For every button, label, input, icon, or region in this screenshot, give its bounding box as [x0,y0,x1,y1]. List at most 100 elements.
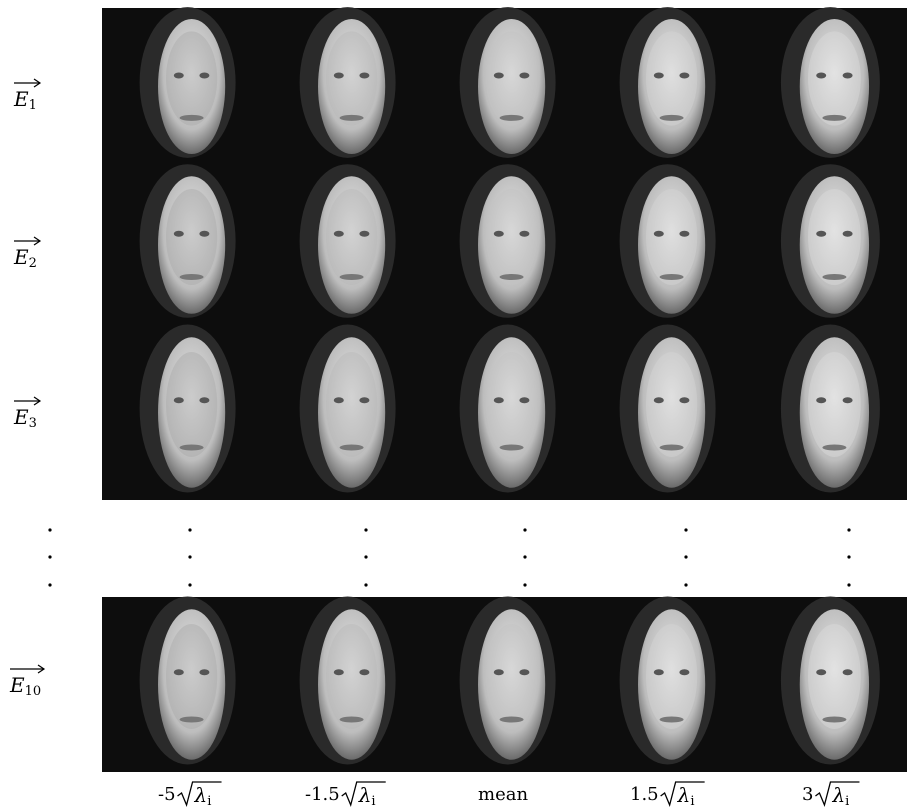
face-tone [166,31,217,125]
column-label-coefficient: -5 [158,784,176,805]
mouth [822,445,846,451]
face-image [582,164,742,325]
radicand-letter: λ [358,783,372,807]
face-tone [646,189,697,285]
face-tone [486,352,537,457]
eye [519,669,529,675]
face-tone [646,624,697,729]
eye [174,231,184,237]
ellipsis-dot [847,555,850,558]
eye [654,669,664,675]
eye [843,397,853,403]
eye [199,73,209,79]
ellipsis-dot [48,555,51,558]
face-image [422,7,582,165]
column-label-coefficient: 1.5 [630,784,659,805]
row-label: E10 [9,673,41,699]
column-label-coefficient: 3 [802,784,813,805]
face-image [422,164,582,325]
eye [359,397,369,403]
face-image [102,164,262,325]
eye [843,73,853,79]
ellipsis-dot [847,528,850,531]
radicand-subscript: i [690,794,694,809]
ellipsis-dot [364,528,367,531]
face-tone [646,31,697,125]
row-label: E3 [13,405,37,431]
row-label: E2 [13,245,37,271]
eye [174,397,184,403]
eye [679,231,689,237]
face-tone [326,189,377,285]
eye [334,397,344,403]
radicand-letter: λ [194,783,208,807]
eye [334,73,344,79]
mouth [340,115,364,121]
ellipsis-dot [847,583,850,586]
ellipsis-dot [523,528,526,531]
face-tone [646,352,697,457]
ellipsis-dot [188,528,191,531]
ellipsis-dot [684,555,687,558]
column-label-radicand: λi [677,783,695,809]
radicand-letter: λ [677,783,691,807]
face-image [262,7,422,165]
face-tone [326,31,377,125]
row-label-letter: E [13,245,29,269]
eye [679,397,689,403]
mouth [500,445,524,451]
face-tone [326,624,377,729]
eye [679,669,689,675]
ellipsis-dot [48,528,51,531]
face-image [582,7,742,165]
mouth [660,717,684,723]
ellipsis-dot [188,583,191,586]
mouth [660,115,684,121]
eye [359,231,369,237]
face-image [582,325,742,501]
ellipsis-dot [523,583,526,586]
eye [519,231,529,237]
face-tone [808,189,861,285]
ellipsis-dot [364,555,367,558]
face-tone [326,352,377,457]
face-image [422,597,582,773]
face-tone [808,31,861,125]
face-tone [166,352,217,457]
mouth [660,445,684,451]
row-label-subscript: 1 [29,98,37,113]
eye [334,231,344,237]
mouth [340,445,364,451]
radicand-subscript: i [207,794,211,809]
eye [199,397,209,403]
row-label-subscript: 3 [29,416,37,431]
face-image [742,325,907,501]
face-tone [486,624,537,729]
eye [494,669,504,675]
eye [843,669,853,675]
ellipsis-dot [188,555,191,558]
ellipsis-dot [684,528,687,531]
eye [843,231,853,237]
mouth [660,274,684,280]
face-tone [166,624,217,729]
eye [494,397,504,403]
eye [654,73,664,79]
face-tone [486,189,537,285]
face-image [742,164,907,325]
mouth [822,274,846,280]
column-label-radicand: λi [194,783,212,809]
eye [199,231,209,237]
eye [816,397,826,403]
eye [174,669,184,675]
figure: E1E2E3E10-5λi-1.5λimean1.5λi3λi [0,0,907,811]
face-image [262,325,422,501]
mouth [822,717,846,723]
mouth [180,717,204,723]
face-tone [808,624,861,729]
ellipsis-dot [364,583,367,586]
face-image [742,7,907,165]
face-tone [166,189,217,285]
eye [519,73,529,79]
mouth [180,445,204,451]
